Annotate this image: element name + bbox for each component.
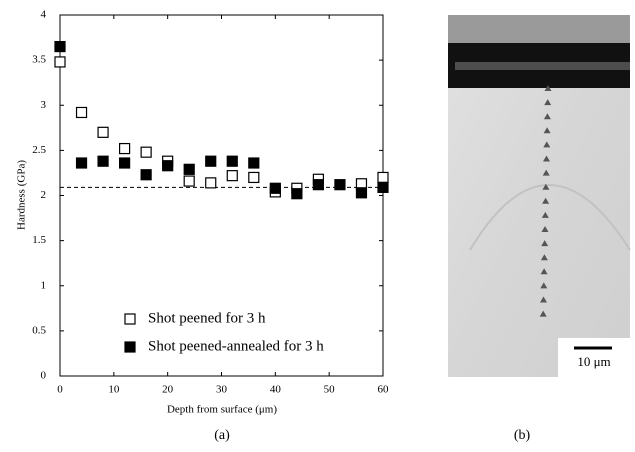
indent [541, 226, 549, 232]
indent [544, 99, 552, 106]
x-tick-label: 50 [324, 384, 336, 396]
scale-label: 10 μm [577, 354, 610, 369]
marker [355, 187, 368, 199]
marker [97, 126, 109, 138]
legend-marker [124, 313, 136, 325]
micrograph: 10 μm [448, 15, 631, 377]
marker [97, 155, 109, 167]
indent [540, 254, 548, 261]
y-tick-label: 3.5 [32, 54, 46, 66]
x-tick-label: 10 [108, 384, 120, 396]
marker [205, 177, 217, 189]
marker [140, 146, 152, 158]
marker [205, 155, 217, 167]
y-tick-label: 0.5 [32, 324, 46, 336]
legend-label: Shot peened for 3 h [148, 310, 266, 326]
marker [75, 157, 88, 169]
marker [291, 188, 303, 200]
marker [75, 106, 88, 119]
x-tick-label: 0 [57, 384, 63, 396]
marker [377, 181, 389, 193]
marker [183, 175, 195, 187]
marker [54, 56, 66, 68]
indent [540, 268, 548, 275]
x-axis-title: Depth from surface (μm) [167, 404, 277, 416]
y-tick-label: 2.5 [32, 144, 46, 156]
marker [226, 170, 238, 182]
indent [541, 211, 549, 218]
y-tick-label: 0 [41, 370, 47, 382]
mount-region [448, 15, 630, 43]
indent [543, 155, 550, 162]
indent [539, 310, 547, 317]
indent [543, 113, 551, 120]
marker [118, 157, 131, 169]
indent [542, 197, 550, 204]
marker [183, 163, 195, 175]
marker [226, 155, 238, 167]
indent [542, 183, 550, 190]
y-tick-label: 1 [41, 279, 47, 291]
x-tick-label: 30 [216, 384, 228, 396]
x-tick-label: 20 [162, 384, 174, 396]
x-tick-label: 60 [378, 384, 390, 396]
indent [543, 141, 551, 148]
marker [118, 142, 131, 155]
legend-marker [124, 341, 136, 353]
indent [543, 127, 551, 134]
marker [162, 160, 174, 172]
indents [539, 85, 552, 317]
y-tick-label: 4 [41, 9, 47, 21]
marker [248, 171, 260, 184]
marker [312, 179, 324, 191]
marker [377, 171, 389, 184]
panel-label: (a) [214, 428, 230, 443]
indent [542, 169, 550, 176]
marker [54, 40, 66, 53]
scale-box [558, 338, 630, 377]
panel-label: (b) [514, 428, 531, 443]
speckle-band [455, 62, 630, 70]
marker [269, 182, 281, 194]
indent [540, 296, 547, 303]
x-tick-label: 40 [270, 384, 282, 396]
y-tick-label: 2 [41, 189, 47, 201]
contrast-arc [469, 184, 631, 251]
y-tick-label: 3 [41, 99, 47, 111]
indent [541, 240, 549, 247]
legend-label: Shot peened-annealed for 3 h [148, 338, 324, 354]
y-tick-label: 1.5 [32, 234, 46, 246]
marker [140, 169, 152, 181]
indent [540, 282, 548, 289]
marker [248, 157, 260, 169]
y-axis-title: Hardness (GPa) [16, 160, 28, 230]
marker [334, 179, 346, 191]
indent [544, 85, 552, 91]
